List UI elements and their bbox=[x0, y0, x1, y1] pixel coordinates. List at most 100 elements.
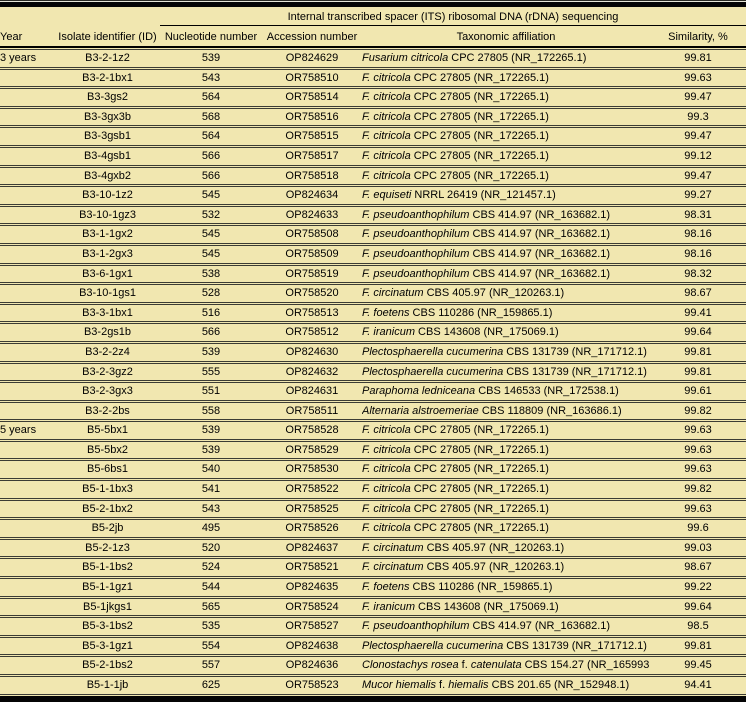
taxon-name-regular: CPC 27805 (NR_172265.1) bbox=[410, 130, 549, 143]
taxon-name-italic: F. circinatum bbox=[362, 561, 424, 574]
table-row: B5-1-1bx3 541 OR758522 F. citricola CPC 278… bbox=[0, 480, 746, 499]
accession-number-cell: OP824635 bbox=[262, 578, 362, 597]
taxonomic-affiliation-cell: F. citricola CPC 27805 (NR_172265.1) bbox=[362, 146, 650, 166]
year-cell bbox=[0, 166, 55, 186]
taxon-name-regular: CBS 414.97 (NR_163682.1) bbox=[469, 267, 611, 280]
accession-number-cell: OR758528 bbox=[262, 421, 362, 440]
isolate-id-cell: B5-1-1bs2 bbox=[55, 558, 160, 578]
isolate-id-cell: B3-3gs2 bbox=[55, 88, 160, 107]
table-row: B3-6-1gx1 538 OR758519 F. pseudoanthophilum… bbox=[0, 264, 746, 284]
year-cell bbox=[0, 146, 55, 166]
similarity-cell: 99.03 bbox=[650, 538, 746, 558]
taxon-name-italic: F. iranicum bbox=[362, 600, 415, 613]
isolate-id-cell: B3-3gx3b bbox=[55, 107, 160, 127]
spanning-header-spacer bbox=[0, 8, 160, 26]
accession-number-cell: OR758510 bbox=[262, 68, 362, 88]
taxon-name-regular: CPC 27805 (NR_172265.1) bbox=[410, 169, 549, 182]
similarity-cell: 98.5 bbox=[650, 617, 746, 636]
table-row: B3-2-1bx1 543 OR758510 F. citricola CPC 278… bbox=[0, 68, 746, 88]
table-row: B3-10-1z2 545 OP824634 F. equiseti NRRL 264… bbox=[0, 186, 746, 205]
similarity-cell: 99.63 bbox=[650, 440, 746, 460]
taxon-name-italic: F. citricola bbox=[362, 110, 411, 123]
similarity-cell: 99.45 bbox=[650, 656, 746, 675]
taxon-name-regular: CPC 27805 (NR_172265.1) bbox=[410, 71, 549, 84]
year-cell bbox=[0, 578, 55, 597]
isolate-id-cell: B5-3-1gz1 bbox=[55, 636, 160, 656]
taxon-name-italic: Mucor hiemalis bbox=[362, 679, 436, 691]
table-row: B5-2jb 495 OR758526 F. citricola CPC 27805 … bbox=[0, 519, 746, 538]
nucleotide-number-cell: 565 bbox=[160, 597, 262, 617]
nucleotide-number-cell: 541 bbox=[160, 480, 262, 499]
similarity-cell: 94.41 bbox=[650, 676, 746, 695]
taxon-name-italic: F. citricola bbox=[362, 130, 411, 143]
nucleotide-number-cell: 532 bbox=[160, 205, 262, 225]
taxon-name-regular: CBS 414.97 (NR_163682.1) bbox=[469, 620, 611, 633]
accession-number-cell: OP824630 bbox=[262, 342, 362, 362]
similarity-cell: 99.63 bbox=[650, 460, 746, 480]
taxonomic-affiliation-cell: F. circinatum CBS 405.97 (NR_120263.1) bbox=[362, 558, 650, 578]
taxon-name-italic: F. citricola bbox=[362, 463, 411, 476]
table-row: B3-1-2gx3 545 OR758509 F. pseudoanthophilum… bbox=[0, 244, 746, 264]
year-cell bbox=[0, 480, 55, 499]
taxonomic-affiliation-cell: F. pseudoanthophilum CBS 414.97 (NR_1636… bbox=[362, 617, 650, 636]
taxon-name-regular: CPC 27805 (NR_172265.1) bbox=[410, 463, 549, 476]
taxon-name-italic: F. pseudoanthophilum bbox=[362, 208, 470, 221]
isolate-id-cell: B3-10-1gz3 bbox=[55, 205, 160, 225]
similarity-cell: 99.47 bbox=[650, 127, 746, 146]
taxonomic-affiliation-cell: Plectosphaerella cucumerina CBS 131739 (… bbox=[362, 342, 650, 362]
taxonomic-affiliation-cell: Mucor hiemalis f. hiemalis CBS 201.65 (N… bbox=[362, 676, 650, 695]
top-rule bbox=[0, 0, 746, 7]
taxon-name-regular: CBS 143608 (NR_175069.1) bbox=[414, 600, 559, 613]
taxon-name-italic: F. pseudoanthophilum bbox=[362, 228, 470, 241]
taxonomic-affiliation-cell: Clonostachys rosea f. catenulata CBS 154… bbox=[362, 656, 650, 675]
accession-number-cell: OR758515 bbox=[262, 127, 362, 146]
similarity-cell: 99.63 bbox=[650, 68, 746, 88]
accession-number-cell: OR758517 bbox=[262, 146, 362, 166]
taxon-name-italic: catenulata bbox=[470, 659, 522, 672]
accession-number-cell: OR758529 bbox=[262, 440, 362, 460]
isolate-id-cell: B5-5bx2 bbox=[55, 440, 160, 460]
taxonomic-affiliation-cell: F. iranicum CBS 143608 (NR_175069.1) bbox=[362, 323, 650, 342]
taxon-name-regular: CBS 201.65 (NR_152948.1) bbox=[488, 679, 630, 691]
nucleotide-number-cell: 566 bbox=[160, 146, 262, 166]
taxonomic-affiliation-cell: F. citricola CPC 27805 (NR_172265.1) bbox=[362, 440, 650, 460]
accession-number-cell: OR758511 bbox=[262, 401, 362, 421]
isolate-id-cell: B5-3-1bs2 bbox=[55, 617, 160, 636]
table-row: B3-3gx3b 568 OR758516 F. citricola CPC 2780… bbox=[0, 107, 746, 127]
similarity-cell: 99.47 bbox=[650, 88, 746, 107]
table-row: B3-10-1gs1 528 OR758520 F. circinatum CBS 4… bbox=[0, 284, 746, 303]
year-cell bbox=[0, 382, 55, 401]
table-row: B3-3gsb1 564 OR758515 F. citricola CPC 2780… bbox=[0, 127, 746, 146]
taxonomic-affiliation-cell: Alternaria alstroemeriae CBS 118809 (NR_… bbox=[362, 401, 650, 421]
its-sequencing-table: Internal transcribed spacer (ITS) riboso… bbox=[0, 7, 746, 696]
taxon-name-regular: CBS 414.97 (NR_163682.1) bbox=[469, 228, 611, 241]
table-row: B3-3-1bx1 516 OR758513 F. foetens CBS 11028… bbox=[0, 303, 746, 323]
accession-number-cell: OR758525 bbox=[262, 499, 362, 519]
accession-number-cell: OR758514 bbox=[262, 88, 362, 107]
taxon-name-regular: CBS 131739 (NR_171712.1) bbox=[503, 365, 647, 378]
taxon-name-regular: CPC 27805 (NR_172265.1) bbox=[448, 52, 587, 64]
taxonomic-affiliation-cell: Plectosphaerella cucumerina CBS 131739 (… bbox=[362, 636, 650, 656]
taxonomic-affiliation-cell: F. citricola CPC 27805 (NR_172265.1) bbox=[362, 499, 650, 519]
taxon-name-italic: F. citricola bbox=[362, 502, 411, 515]
nucleotide-number-cell: 516 bbox=[160, 303, 262, 323]
taxon-name-regular: CPC 27805 (NR_172265.1) bbox=[410, 424, 549, 437]
year-cell bbox=[0, 264, 55, 284]
taxonomic-affiliation-cell: F. iranicum CBS 143608 (NR_175069.1) bbox=[362, 597, 650, 617]
table-row: B3-4gsb1 566 OR758517 F. citricola CPC 2780… bbox=[0, 146, 746, 166]
col-header-taxonomic: Taxonomic affiliation bbox=[362, 27, 650, 48]
table-row: B3-2-2z4 539 OP824630 Plectosphaerella cucu… bbox=[0, 342, 746, 362]
taxon-name-regular: CBS 146533 (NR_172538.1) bbox=[475, 385, 619, 398]
taxon-name-italic: F. pseudoanthophilum bbox=[362, 247, 470, 260]
nucleotide-number-cell: 539 bbox=[160, 49, 262, 68]
taxon-name-italic: F. pseudoanthophilum bbox=[362, 620, 470, 633]
taxon-name-regular: CBS 405.97 (NR_120263.1) bbox=[423, 561, 565, 574]
isolate-id-cell: B5-6bs1 bbox=[55, 460, 160, 480]
taxon-name-regular: CBS 143608 (NR_175069.1) bbox=[414, 326, 559, 339]
table-row: B3-2gs1b 566 OR758512 F. iranicum CBS 14360… bbox=[0, 323, 746, 342]
similarity-cell: 98.67 bbox=[650, 558, 746, 578]
table-row: B5-2-1bs2 557 OP824636 Clonostachys rosea f… bbox=[0, 656, 746, 675]
taxon-name-regular: CBS 405.97 (NR_120263.1) bbox=[423, 287, 565, 300]
accession-number-cell: OR758526 bbox=[262, 519, 362, 538]
